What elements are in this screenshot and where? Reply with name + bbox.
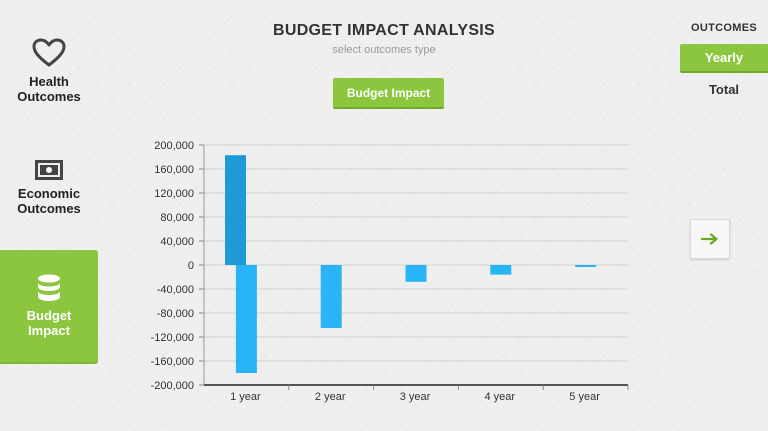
heart-icon xyxy=(32,38,66,67)
y-tick-label: -120,000 xyxy=(151,332,194,344)
bar xyxy=(225,155,246,265)
y-tick-label: -80,000 xyxy=(157,308,194,320)
sidebar-item-economic-outcomes[interactable]: Economic Outcomes xyxy=(0,160,98,230)
x-tick-label: 5 year xyxy=(569,391,600,403)
y-tick-label: 80,000 xyxy=(160,212,194,224)
y-tick-label: 0 xyxy=(188,260,194,272)
next-button[interactable] xyxy=(690,219,730,259)
arrow-right-icon xyxy=(701,233,718,245)
outcomes-panel: OUTCOMES Yearly Total xyxy=(680,22,768,97)
page-header: BUDGET IMPACT ANALYSIS select outcomes t… xyxy=(200,22,568,56)
outcomes-title: OUTCOMES xyxy=(691,22,757,34)
sidebar-item-health-outcomes[interactable]: Health Outcomes xyxy=(0,38,98,118)
bar xyxy=(235,265,257,373)
sidebar-item-budget-impact[interactable]: Budget Impact xyxy=(0,250,98,364)
y-tick-label: 40,000 xyxy=(160,236,194,248)
page-subtitle: select outcomes type xyxy=(332,44,436,56)
sidebar: Health Outcomes Economic Outcomes Budget Im… xyxy=(0,0,98,431)
sidebar-item-label: Health Outcomes xyxy=(17,74,81,104)
banknote-icon xyxy=(35,160,63,180)
x-tick-label: 3 year xyxy=(400,391,431,403)
y-tick-label: 120,000 xyxy=(154,188,194,200)
bar xyxy=(405,265,427,282)
x-tick-label: 1 year xyxy=(230,391,261,403)
y-tick-label: 160,000 xyxy=(154,164,194,176)
sidebar-item-label: Budget Impact xyxy=(26,308,72,338)
y-tick-label: -200,000 xyxy=(151,380,194,392)
yearly-option[interactable]: Yearly xyxy=(680,44,768,73)
bar xyxy=(575,265,597,267)
sidebar-item-label: Economic Outcomes xyxy=(17,186,81,216)
total-option[interactable]: Total xyxy=(708,82,740,97)
bar xyxy=(490,265,512,275)
budget-impact-button[interactable]: Budget Impact xyxy=(333,78,444,109)
y-tick-label: -160,000 xyxy=(151,356,194,368)
database-icon xyxy=(38,274,60,301)
bar xyxy=(320,265,342,328)
x-tick-label: 2 year xyxy=(315,391,346,403)
y-tick-label: -40,000 xyxy=(157,284,194,296)
y-tick-label: 200,000 xyxy=(154,140,194,152)
page-title: BUDGET IMPACT ANALYSIS xyxy=(272,22,496,39)
x-tick-label: 4 year xyxy=(485,391,516,403)
